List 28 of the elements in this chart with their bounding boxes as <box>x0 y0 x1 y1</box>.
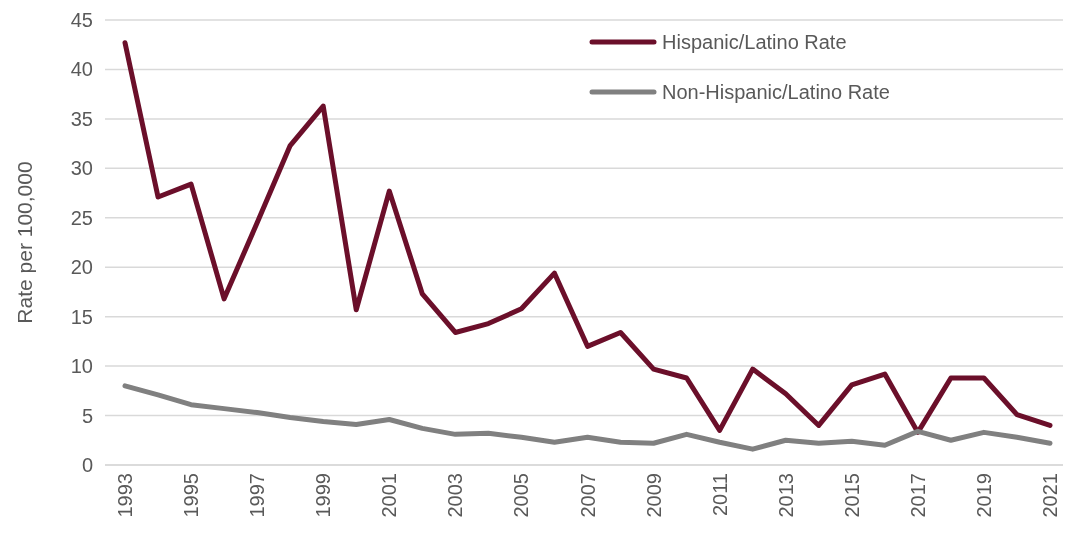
x-tick-label: 1995 <box>180 473 203 518</box>
y-tick-label: 5 <box>81 404 93 427</box>
x-tick-label: 2021 <box>1039 473 1061 518</box>
y-tick-label: 30 <box>70 157 93 180</box>
y-tick-label: 0 <box>81 454 93 476</box>
y-tick-label: 15 <box>70 305 93 328</box>
x-tick-label: 1997 <box>246 473 269 518</box>
x-tick-label: 2019 <box>972 473 995 518</box>
x-tick-label: 2003 <box>444 473 467 518</box>
y-tick-label: 35 <box>70 107 93 130</box>
legend-label: Hispanic/Latino Rate <box>662 31 847 53</box>
y-tick-label: 10 <box>70 355 93 378</box>
x-tick-label: 2009 <box>642 473 665 518</box>
y-tick-label: 40 <box>70 58 93 81</box>
x-tick-label: 2013 <box>774 473 797 518</box>
y-tick-label: 25 <box>70 206 93 229</box>
x-tick-label: 2007 <box>576 473 599 518</box>
x-tick-label: 2005 <box>510 473 533 518</box>
x-tick-label: 2017 <box>906 473 929 518</box>
x-tick-label: 1999 <box>312 473 335 518</box>
y-tick-label: 20 <box>70 256 93 279</box>
y-tick-label: 45 <box>70 9 93 31</box>
x-tick-label: 1993 <box>114 473 136 518</box>
y-axis-title: Rate per 100,000 <box>13 161 36 324</box>
x-tick-label: 2001 <box>378 473 401 518</box>
x-tick-label: 2015 <box>840 473 863 518</box>
legend-label: Non-Hispanic/Latino Rate <box>662 81 890 103</box>
x-tick-label: 2011 <box>708 473 731 517</box>
